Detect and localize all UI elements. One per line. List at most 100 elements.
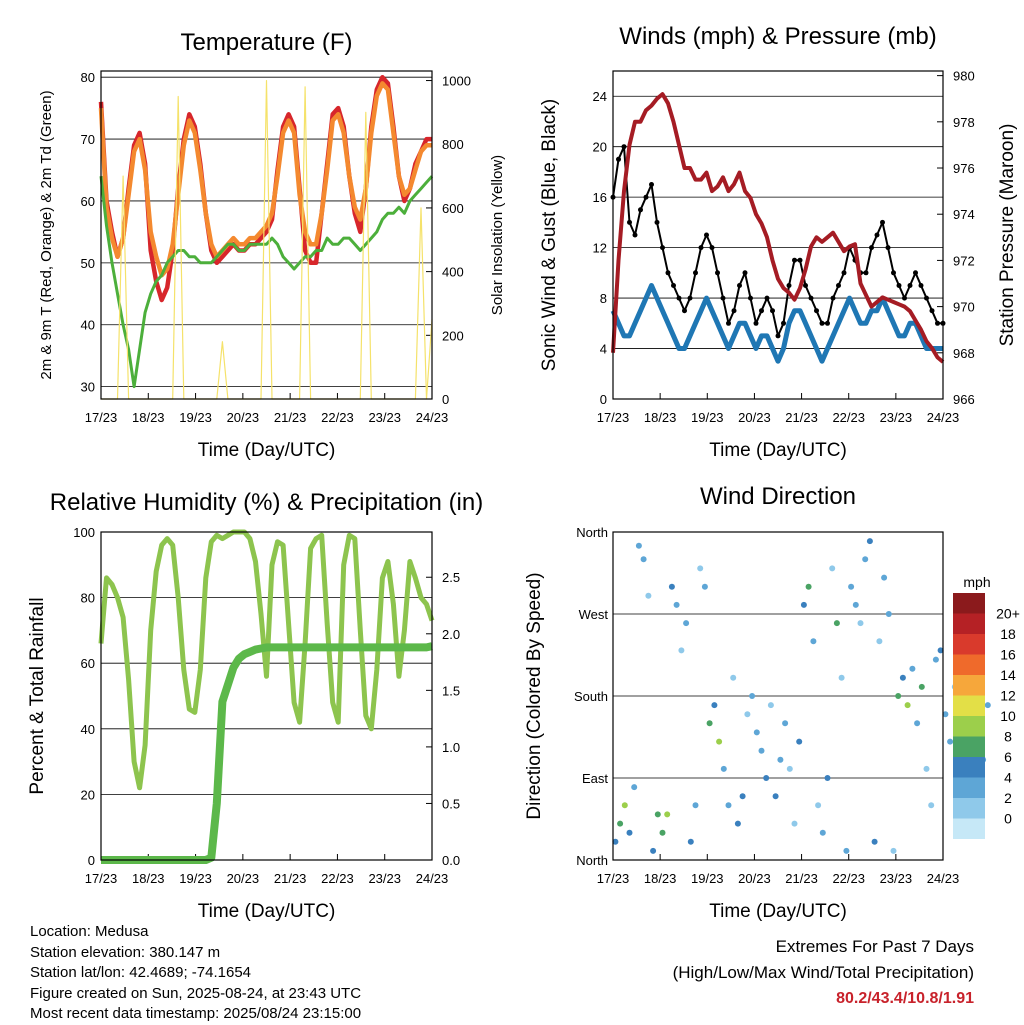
x-tick-label: 23/23 (368, 871, 401, 886)
x-tick-label: 20/23 (738, 410, 771, 425)
gust-point (913, 270, 918, 276)
direction-point (928, 802, 935, 809)
direction-point (749, 693, 756, 699)
gust-point (638, 207, 643, 213)
gust-point (665, 270, 671, 276)
gust-point (830, 295, 836, 301)
gust-point (891, 270, 896, 276)
y-tick-label: 20 (81, 787, 95, 802)
direction-point (621, 802, 628, 809)
info-latlon: Station lat/lon: 42.4689; -74.1654 (30, 964, 252, 982)
direction-point (626, 829, 633, 836)
x-tick-label: 23/23 (368, 410, 401, 425)
direction-point (650, 847, 657, 854)
legend-swatch (953, 798, 985, 819)
legend-swatch (953, 716, 985, 737)
gust-point (863, 270, 869, 276)
gust-point (621, 144, 627, 150)
y-axis-label: Direction (Colored By Speed) (524, 572, 545, 819)
legend-label: 10 (1000, 708, 1016, 724)
direction-point (838, 674, 845, 681)
legend-swatch (953, 613, 985, 634)
x-tick-label: 22/23 (832, 410, 865, 425)
gust-point (924, 295, 929, 301)
legend-swatch (953, 818, 985, 839)
direction-point (678, 647, 685, 654)
gust-point (907, 283, 913, 288)
x-tick-label: 17/23 (597, 410, 630, 425)
y-right-tick-label: 974 (953, 207, 975, 222)
direction-point (668, 583, 675, 590)
direction-point (796, 738, 803, 745)
direction-point (664, 811, 671, 818)
gust-point (929, 308, 935, 314)
gust-point (885, 245, 891, 251)
direction-point (876, 638, 883, 645)
x-tick-label: 19/23 (179, 410, 212, 425)
legend-label: 4 (1004, 770, 1012, 786)
y-right-tick-label: 976 (953, 161, 975, 176)
x-tick-label: 20/23 (227, 410, 260, 425)
legend-swatch (953, 634, 985, 655)
gust-point (627, 219, 632, 225)
legend-swatch (953, 736, 985, 757)
direction-point (857, 620, 864, 627)
direction-point (824, 775, 831, 781)
y-tick-label: 16 (593, 190, 607, 205)
gust-point (869, 245, 874, 251)
direction-point (720, 765, 727, 772)
x-tick-label: 22/23 (321, 410, 354, 425)
y-right-tick-label: 400 (442, 265, 464, 280)
gust-point (742, 270, 748, 276)
direction-point (617, 820, 624, 827)
direction-point (885, 611, 892, 617)
x-tick-label: 19/23 (691, 410, 724, 425)
direction-point (772, 793, 779, 800)
gust-point (770, 308, 775, 314)
legend-label: 8 (1004, 729, 1012, 745)
y-right-axis-label: Station Pressure (Maroon) (997, 124, 1018, 347)
y-tick-label: North (576, 525, 608, 540)
gust-point (649, 182, 654, 187)
station-info: Location: Medusa Station elevation: 380.… (30, 922, 361, 1025)
y-tick-label: 8 (600, 291, 607, 306)
legend-label: 16 (1000, 647, 1016, 663)
direction-point (763, 775, 770, 781)
y-tick-label: 70 (81, 132, 95, 147)
gust-point (764, 295, 770, 301)
gust-point (643, 194, 649, 200)
x-tick-label: 21/23 (785, 871, 818, 886)
direction-point (871, 838, 878, 845)
y-right-tick-label: 1.0 (442, 740, 460, 755)
plot-frame (100, 531, 433, 861)
direction-point (932, 656, 939, 663)
gust-point (748, 295, 753, 301)
extremes-box: Extremes For Past 7 Days (High/Low/Max W… (673, 934, 974, 1012)
gust-point (693, 270, 698, 276)
direction-point (890, 847, 897, 854)
x-tick-label: 24/23 (927, 410, 960, 425)
direction-point (654, 811, 661, 818)
direction-point (852, 601, 859, 608)
direction-point (819, 829, 826, 836)
direction-point (631, 784, 638, 791)
x-tick-label: 19/23 (691, 871, 724, 886)
gust-point (709, 245, 715, 251)
panel-4: Wind Direction Time (Day/UTC) 17/23 18/23 19… (524, 483, 1020, 922)
direction-point (734, 820, 741, 827)
extremes-title: Extremes For Past 7 Days (775, 937, 974, 956)
direction-point (866, 538, 873, 545)
x-tick-label: 17/23 (85, 871, 118, 886)
direction-point (659, 829, 666, 836)
series-line-2 (98, 81, 432, 278)
legend-swatch (953, 654, 985, 675)
gust-point (792, 257, 797, 263)
legend-label: 20+ (996, 606, 1020, 622)
gust-point (814, 308, 819, 314)
y-axis-label: Percent & Total Rainfall (27, 597, 48, 794)
direction-point (904, 702, 911, 709)
direction-point (918, 683, 925, 690)
legend-swatch (953, 757, 985, 778)
direction-point (673, 601, 680, 608)
direction-point (640, 556, 647, 563)
